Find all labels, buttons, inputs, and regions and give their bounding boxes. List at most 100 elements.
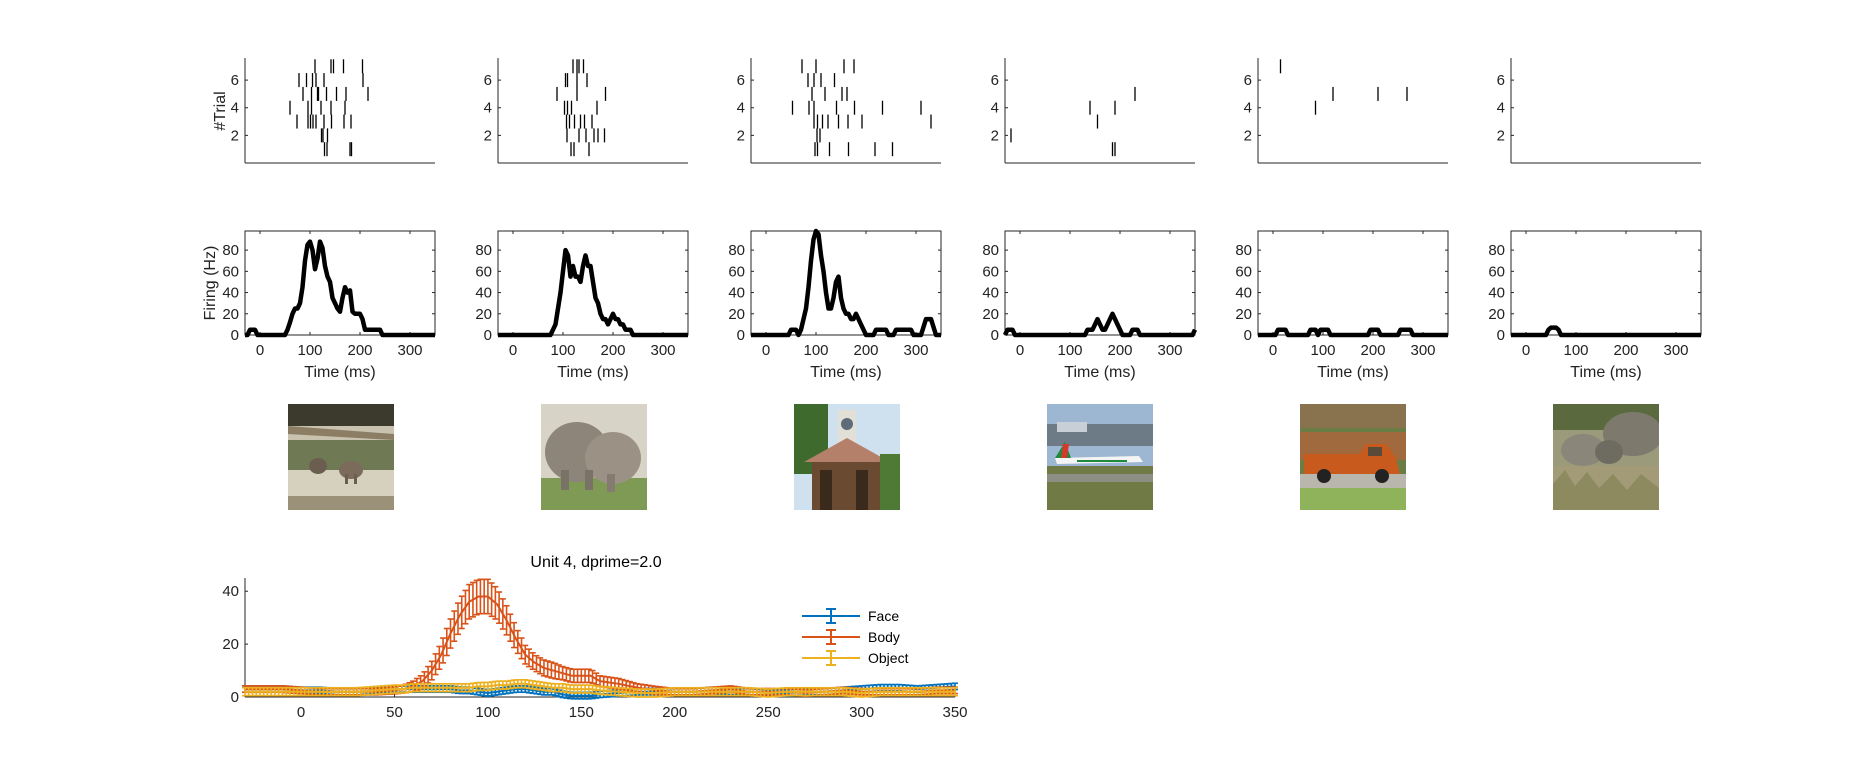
psth-ytick-label: 60 (728, 263, 745, 280)
raster-ytick-label: 4 (231, 100, 239, 117)
avg-ytick-label: 20 (222, 636, 239, 653)
avg-xtick-label: 100 (475, 704, 500, 721)
raster-ytick-label: 2 (1497, 127, 1505, 144)
psth-xtick-label: 200 (1107, 342, 1132, 359)
psth-panel-4: 0 100 200 300 0 20 40 60 80 Time (ms) (982, 230, 1198, 381)
psth-firing-line (1002, 311, 1198, 338)
psth-panel-2: 0 100 200 300 0 20 40 60 80 Time (ms) (475, 230, 689, 381)
psth-ytick-label: 40 (1488, 285, 1505, 302)
raster-panel-6: 2 4 6 (1497, 58, 1701, 164)
psth-panel-1: 0 100 200 300 0 20 40 60 80 Time (ms) (222, 230, 436, 381)
psth-xtick-label: 0 (509, 342, 517, 359)
avg-xtick-label: 350 (942, 704, 967, 721)
raster-panel-4: 2 4 6 (991, 58, 1195, 164)
raster-ytick-label: 2 (231, 127, 239, 144)
raster-ytick-label: 4 (1497, 100, 1505, 117)
raster-ytick-label: 2 (991, 127, 999, 144)
raster-ytick-label: 2 (484, 127, 492, 144)
psth-xtick-label: 100 (550, 342, 575, 359)
avg-ytick-label: 0 (231, 689, 239, 706)
raster-ytick-label: 6 (1244, 72, 1252, 89)
psth-xtick-label: 200 (853, 342, 878, 359)
psth-box (497, 230, 689, 336)
psth-ytick-label: 40 (222, 285, 239, 302)
psth-ytick-label: 60 (982, 263, 999, 280)
psth-box (750, 230, 942, 336)
psth-xtick-label: 200 (1613, 342, 1638, 359)
psth-ytick-label: 80 (1235, 242, 1252, 259)
psth-firing-line (498, 247, 688, 338)
psth-xtick-label: 100 (297, 342, 322, 359)
legend-label: Object (868, 650, 909, 666)
raster-panel-2: 2 4 6 (484, 58, 688, 164)
psth-ytick-label: 80 (728, 242, 745, 259)
psth-xlabel: Time (ms) (1570, 364, 1641, 381)
psth-xtick-label: 0 (1269, 342, 1277, 359)
raster-ylabel: #Trial (212, 91, 229, 130)
psth-ytick-label: 80 (475, 242, 492, 259)
psth-ytick-label: 0 (1497, 327, 1505, 344)
avg-xtick-label: 50 (386, 704, 403, 721)
psth-ytick-label: 80 (982, 242, 999, 259)
legend: Face Body Object (802, 608, 909, 666)
psth-panel-6: 0 100 200 300 0 20 40 60 80 Time (ms) (1488, 230, 1702, 381)
avg-xtick-label: 0 (297, 704, 305, 721)
psth-xlabel: Time (ms) (557, 364, 628, 381)
legend-label: Body (868, 629, 900, 645)
psth-ytick-label: 40 (1235, 285, 1252, 302)
psth-ytick-label: 40 (475, 285, 492, 302)
elephants-in-brush-photo (1553, 404, 1659, 510)
raster-ytick-label: 6 (991, 72, 999, 89)
psth-xtick-label: 300 (1410, 342, 1435, 359)
psth-box (244, 230, 436, 336)
psth-ytick-label: 0 (737, 327, 745, 344)
airplane-runway-photo (1047, 404, 1153, 510)
psth-xlabel: Time (ms) (1064, 364, 1135, 381)
psth-xtick-label: 100 (803, 342, 828, 359)
psth-xtick-label: 0 (1016, 342, 1024, 359)
psth-ytick-label: 80 (222, 242, 239, 259)
psth-ytick-label: 60 (1488, 263, 1505, 280)
psth-ytick-label: 40 (982, 285, 999, 302)
psth-ytick-label: 0 (1244, 327, 1252, 344)
psth-xtick-label: 300 (397, 342, 422, 359)
psth-ytick-label: 60 (1235, 263, 1252, 280)
psth-ytick-label: 0 (484, 327, 492, 344)
psth-ytick-label: 80 (1488, 242, 1505, 259)
psth-panel-5: 0 100 200 300 0 20 40 60 80 Time (ms) (1235, 230, 1449, 381)
psth-xlabel: Time (ms) (304, 364, 375, 381)
psth-xtick-label: 0 (1522, 342, 1530, 359)
elephants-enclosure-photo (288, 404, 394, 510)
raster-ytick-label: 4 (991, 100, 999, 117)
avg-xtick-label: 300 (849, 704, 874, 721)
psth-firing-line (1258, 327, 1448, 338)
series-object (242, 679, 958, 698)
psth-ytick-label: 20 (1235, 306, 1252, 323)
elephants-closeup-photo (541, 404, 647, 510)
psth-xtick-label: 300 (1663, 342, 1688, 359)
psth-box (1510, 230, 1702, 336)
psth-ytick-label: 60 (475, 263, 492, 280)
raster-ytick-label: 4 (1244, 100, 1252, 117)
raster-ytick-label: 6 (484, 72, 492, 89)
psth-xtick-label: 200 (600, 342, 625, 359)
psth-firing-line (1511, 325, 1701, 338)
psth-ytick-label: 0 (231, 327, 239, 344)
orange-pickup-truck-photo (1300, 404, 1406, 510)
raster-ytick-label: 6 (737, 72, 745, 89)
psth-firing-line (751, 228, 941, 338)
psth-firing-line (245, 239, 435, 338)
psth-xtick-label: 200 (347, 342, 372, 359)
raster-panel-1: 2 4 6 (231, 58, 435, 164)
psth-ytick-label: 20 (982, 306, 999, 323)
raster-ytick-label: 4 (484, 100, 492, 117)
legend-label: Face (868, 608, 899, 624)
average-response-panel: 0 50 100 150 200 250 300 350 0 20 40 Unit 4, dprime… (222, 554, 967, 721)
avg-ytick-label: 40 (222, 583, 239, 600)
psth-ytick-label: 60 (222, 263, 239, 280)
psth-ylabel: Firing (Hz) (202, 246, 219, 321)
psth-ytick-label: 20 (1488, 306, 1505, 323)
psth-ytick-label: 40 (728, 285, 745, 302)
psth-xtick-label: 300 (1157, 342, 1182, 359)
